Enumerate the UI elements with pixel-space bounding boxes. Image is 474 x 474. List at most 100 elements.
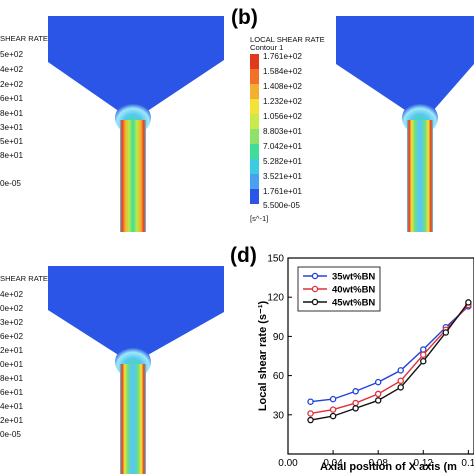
contour-a-title: SHEAR RATE bbox=[0, 34, 48, 43]
contour-a-tick: 6e+01 bbox=[0, 94, 23, 103]
y-tick-label: 150 bbox=[267, 254, 284, 265]
x-tick-label: 0.04 bbox=[323, 458, 343, 469]
colorbar-level: 1.761e+01 bbox=[263, 187, 302, 196]
legend-items: 35wt%BN 40wt%BN 45wt%BN bbox=[303, 272, 375, 309]
legend-marker bbox=[311, 272, 319, 280]
contour-b-colorbar bbox=[250, 54, 259, 204]
data-point bbox=[397, 377, 404, 385]
contour-b-domain bbox=[336, 16, 474, 112]
y-axis-label: Local shear rate (s⁻¹) bbox=[257, 300, 269, 411]
data-point bbox=[329, 395, 337, 403]
legend-label: 35wt%BN bbox=[332, 272, 375, 283]
contour-a-tick: 5e+02 bbox=[0, 50, 23, 59]
colorbar-swatch bbox=[250, 69, 259, 84]
data-point bbox=[352, 399, 359, 407]
data-point bbox=[374, 397, 382, 404]
contour-panel-c: SHEAR RATE 4e+02 0e+02 3e+02 6e+02 2e+01… bbox=[0, 266, 224, 474]
colorbar-level: 1.584e+02 bbox=[263, 67, 302, 76]
contour-a-tick: 3e+01 bbox=[0, 123, 23, 132]
colorbar-swatch bbox=[250, 129, 259, 144]
x-axis-label: Axial position of X axis (m bbox=[320, 461, 457, 473]
contour-c-tick: 2e+01 bbox=[0, 346, 23, 355]
legend: 35wt%BN 40wt%BN 45wt%BN bbox=[297, 266, 381, 312]
colorbar-level: 1.232e+02 bbox=[263, 97, 302, 106]
y-tick-label: 120 bbox=[267, 293, 284, 304]
contour-a-domain bbox=[48, 16, 224, 112]
x-tick-label: 0.12 bbox=[414, 458, 434, 469]
colorbar-swatch bbox=[250, 144, 259, 159]
contour-a-channel bbox=[120, 120, 146, 232]
contour-b-levels: 1.761e+02 1.584e+02 1.408e+02 1.232e+02 … bbox=[263, 52, 302, 210]
data-point bbox=[329, 406, 337, 413]
data-point bbox=[352, 388, 359, 395]
x-tick-label: 0.08 bbox=[368, 458, 388, 469]
contour-c-tick: 6e+01 bbox=[0, 388, 23, 397]
contour-b-subtitle: Contour 1 bbox=[250, 43, 283, 52]
colorbar-swatch bbox=[250, 114, 259, 129]
y-tick-label: 30 bbox=[273, 410, 285, 421]
colorbar-level: 3.521e+01 bbox=[263, 172, 302, 181]
y-axis-ticks: 30 60 90 120 150 bbox=[267, 254, 292, 421]
x-tick-label: 0.1 bbox=[461, 458, 474, 469]
legend-marker bbox=[311, 285, 319, 293]
contour-b-title: LOCAL SHEAR RATE bbox=[250, 35, 325, 44]
colorbar-level: 7.042e+01 bbox=[263, 142, 302, 151]
contour-c-channel bbox=[120, 364, 146, 474]
colorbar-swatch bbox=[250, 159, 259, 174]
colorbar-swatch bbox=[250, 174, 259, 189]
y-tick-label: 60 bbox=[273, 371, 285, 382]
contour-c-domain bbox=[48, 266, 224, 356]
colorbar-level: 5.282e+01 bbox=[263, 157, 302, 166]
contour-a-tick: 4e+02 bbox=[0, 65, 23, 74]
contour-b-unit: [s^-1] bbox=[250, 214, 268, 223]
data-point bbox=[442, 329, 450, 336]
panel-b-label: (b) bbox=[231, 6, 258, 29]
contour-a-tick: 8e+01 bbox=[0, 151, 23, 160]
legend-box bbox=[297, 266, 381, 312]
data-point bbox=[465, 299, 472, 306]
data-point bbox=[374, 390, 382, 398]
colorbar-level: 1.056e+02 bbox=[263, 112, 302, 121]
series-line-3 bbox=[310, 302, 469, 421]
legend-label: 45wt%BN bbox=[332, 298, 375, 309]
legend-marker bbox=[311, 298, 319, 306]
data-point bbox=[420, 346, 427, 353]
colorbar-level: 1.408e+02 bbox=[263, 82, 302, 91]
data-point bbox=[397, 384, 404, 391]
data-point bbox=[420, 357, 427, 365]
chart-panel-d: (d) 30 60 90 120 150 0.00 0.04 0.08 0.12 0.1 35w… bbox=[230, 244, 474, 473]
contour-c-tick: 8e+01 bbox=[0, 374, 23, 383]
contour-b-channel bbox=[407, 120, 433, 232]
contour-a-tick: 5e+01 bbox=[0, 137, 23, 146]
colorbar-swatch bbox=[250, 189, 259, 204]
data-point bbox=[329, 412, 337, 420]
data-point bbox=[420, 351, 427, 358]
data-point bbox=[374, 378, 382, 386]
y-tick-label: 90 bbox=[273, 332, 285, 343]
colorbar-level: 1.761e+02 bbox=[263, 52, 302, 61]
contour-panel-b: (b) LOCAL SHEAR RATE Contour 1 1.761e+02… bbox=[231, 6, 474, 232]
contour-c-tick: 3e+02 bbox=[0, 318, 23, 327]
contour-c-tick: 4e+02 bbox=[0, 290, 23, 299]
contour-c-tick: 2e+01 bbox=[0, 416, 23, 425]
contour-a-tick: 0e-05 bbox=[0, 179, 21, 188]
legend-label: 40wt%BN bbox=[332, 285, 375, 296]
series-line-1 bbox=[310, 305, 469, 403]
data-point bbox=[352, 405, 359, 412]
contour-a-tick: 8e+01 bbox=[0, 109, 23, 118]
plot-frame bbox=[287, 257, 474, 455]
colorbar-swatch bbox=[250, 54, 259, 69]
colorbar-level: 8.803e+01 bbox=[263, 127, 302, 136]
contour-c-tick: 0e+01 bbox=[0, 360, 23, 369]
x-tick-label: 0.00 bbox=[278, 458, 298, 469]
colorbar-swatch bbox=[250, 99, 259, 114]
contour-c-tick: 0e-05 bbox=[0, 430, 21, 439]
contour-c-ticks: 4e+02 0e+02 3e+02 6e+02 2e+01 0e+01 8e+0… bbox=[0, 290, 23, 439]
colorbar-level: 5.500e-05 bbox=[263, 201, 300, 210]
contour-panel-a: SHEAR RATE 5e+02 4e+02 2e+02 6e+01 8e+01… bbox=[0, 16, 224, 232]
contour-a-tick: 2e+02 bbox=[0, 80, 23, 89]
contour-c-tick: 4e+01 bbox=[0, 402, 23, 411]
contour-c-title: SHEAR RATE bbox=[0, 274, 48, 283]
contour-c-tick: 0e+02 bbox=[0, 304, 23, 313]
